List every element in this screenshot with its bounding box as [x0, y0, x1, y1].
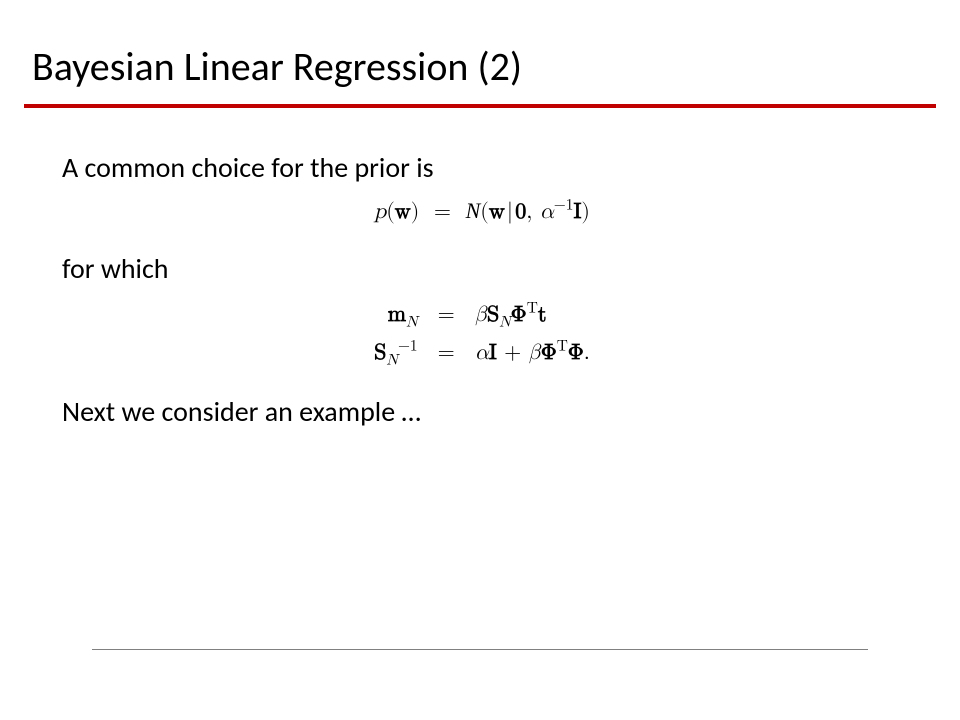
slide-body: A common choice for the prior is p(w) = …	[62, 150, 902, 438]
footer-rule	[92, 649, 868, 650]
body-line-1: A common choice for the prior is	[62, 150, 902, 186]
equation-m-row: mN = βSNΦTt	[364, 296, 600, 334]
equation-s-row: SN−1 = αI + βΦTΦ.	[364, 334, 600, 372]
title-underline	[24, 104, 936, 108]
body-line-2: for which	[62, 251, 902, 287]
slide-title: Bayesian Linear Regression (2)	[32, 42, 522, 91]
equation-prior: p(w) = N(w | 0, α−1I)	[62, 194, 902, 229]
body-line-3: Next we consider an example …	[62, 394, 902, 430]
slide: Bayesian Linear Regression (2) A common …	[0, 0, 960, 720]
equation-posterior-table: mN = βSNΦTt SN−1 = αI + βΦTΦ.	[364, 296, 600, 372]
equation-posterior: mN = βSNΦTt SN−1 = αI + βΦTΦ.	[62, 296, 902, 372]
